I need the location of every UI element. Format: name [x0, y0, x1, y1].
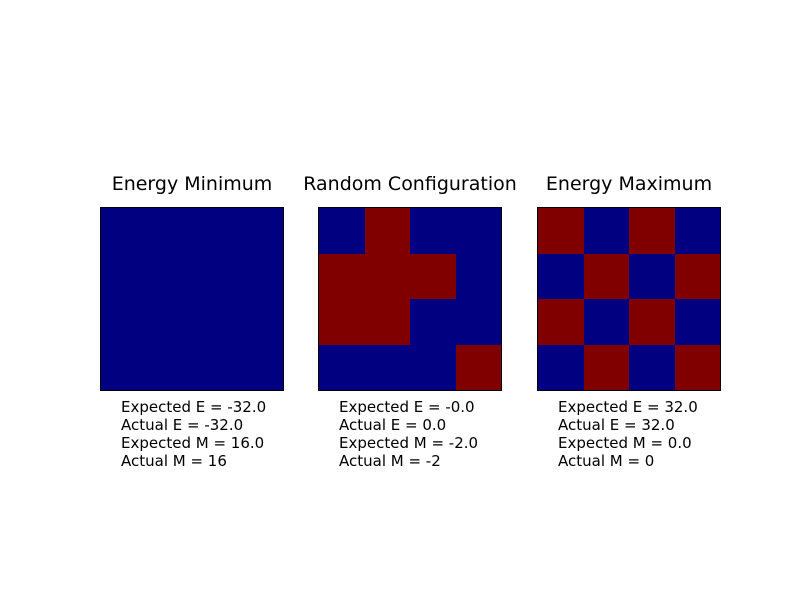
spin-cell [674, 208, 720, 254]
panel-energy-minimum: Energy Minimum Expected E = -32.0 Actual… [100, 173, 284, 493]
annotation-line: Expected M = -2.0 [339, 434, 479, 452]
heatmap-grid [537, 207, 721, 391]
spin-cell [538, 344, 584, 390]
spin-cell [455, 344, 501, 390]
spin-cell [192, 208, 238, 254]
panel-random-configuration: Random Configuration Expected E = -0.0 A… [303, 173, 517, 493]
heatmap-grid [100, 207, 284, 391]
annotation-line: Expected E = 32.0 [558, 398, 698, 416]
spin-cell [364, 253, 410, 299]
spin-cell [583, 208, 629, 254]
annotation-line: Actual E = -32.0 [121, 416, 244, 434]
spin-cell [237, 253, 283, 299]
spin-cell [410, 344, 456, 390]
spin-cell [629, 344, 675, 390]
annotation-block: Expected E = 32.0 Actual E = 32.0 Expect… [558, 398, 698, 470]
spin-cell [319, 208, 365, 254]
panel-title: Random Configuration [303, 173, 517, 195]
annotation-line: Expected M = 0.0 [558, 434, 692, 452]
spin-cell [192, 299, 238, 345]
spin-cell [629, 208, 675, 254]
spin-cell [583, 344, 629, 390]
spin-cell [101, 253, 147, 299]
spin-cell [538, 253, 584, 299]
spin-cell [410, 208, 456, 254]
annotation-line: Expected E = -0.0 [339, 398, 475, 416]
spin-cell [319, 299, 365, 345]
spin-cell [192, 344, 238, 390]
spin-cell [364, 344, 410, 390]
spin-cell [101, 344, 147, 390]
panel-title: Energy Maximum [545, 173, 713, 195]
spin-cell [319, 344, 365, 390]
heatmap-grid [318, 207, 502, 391]
annotation-line: Actual E = 0.0 [339, 416, 447, 434]
spin-cell [237, 344, 283, 390]
spin-cell [455, 253, 501, 299]
panel-energy-maximum: Energy Maximum Expected E = 32.0 Actual … [537, 173, 721, 493]
annotation-line: Actual M = 16 [121, 452, 227, 470]
spin-cell [629, 253, 675, 299]
panel-title: Energy Minimum [111, 173, 273, 195]
spin-cell [101, 208, 147, 254]
annotation-line: Actual M = 0 [558, 452, 655, 470]
spin-cell [101, 299, 147, 345]
spin-cell [674, 253, 720, 299]
spin-cell [319, 253, 365, 299]
spin-cell [455, 208, 501, 254]
annotation-line: Expected M = 16.0 [121, 434, 265, 452]
spin-cell [583, 299, 629, 345]
spin-cell [146, 299, 192, 345]
spin-cell [192, 253, 238, 299]
annotation-line: Expected E = -32.0 [121, 398, 267, 416]
annotation-line: Actual E = 32.0 [558, 416, 675, 434]
annotation-line: Actual M = -2 [339, 452, 441, 470]
spin-cell [237, 299, 283, 345]
spin-cell [146, 253, 192, 299]
spin-cell [629, 299, 675, 345]
spin-cell [674, 299, 720, 345]
spin-cell [410, 299, 456, 345]
spin-cell [364, 208, 410, 254]
annotation-block: Expected E = -0.0 Actual E = 0.0 Expecte… [339, 398, 478, 470]
spin-cell [364, 299, 410, 345]
spin-cell [146, 344, 192, 390]
spin-cell [538, 299, 584, 345]
annotation-block: Expected E = -32.0 Actual E = -32.0 Expe… [121, 398, 266, 470]
spin-cell [538, 208, 584, 254]
spin-cell [583, 253, 629, 299]
spin-cell [410, 253, 456, 299]
spin-cell [674, 344, 720, 390]
spin-cell [237, 208, 283, 254]
spin-cell [146, 208, 192, 254]
spin-cell [455, 299, 501, 345]
